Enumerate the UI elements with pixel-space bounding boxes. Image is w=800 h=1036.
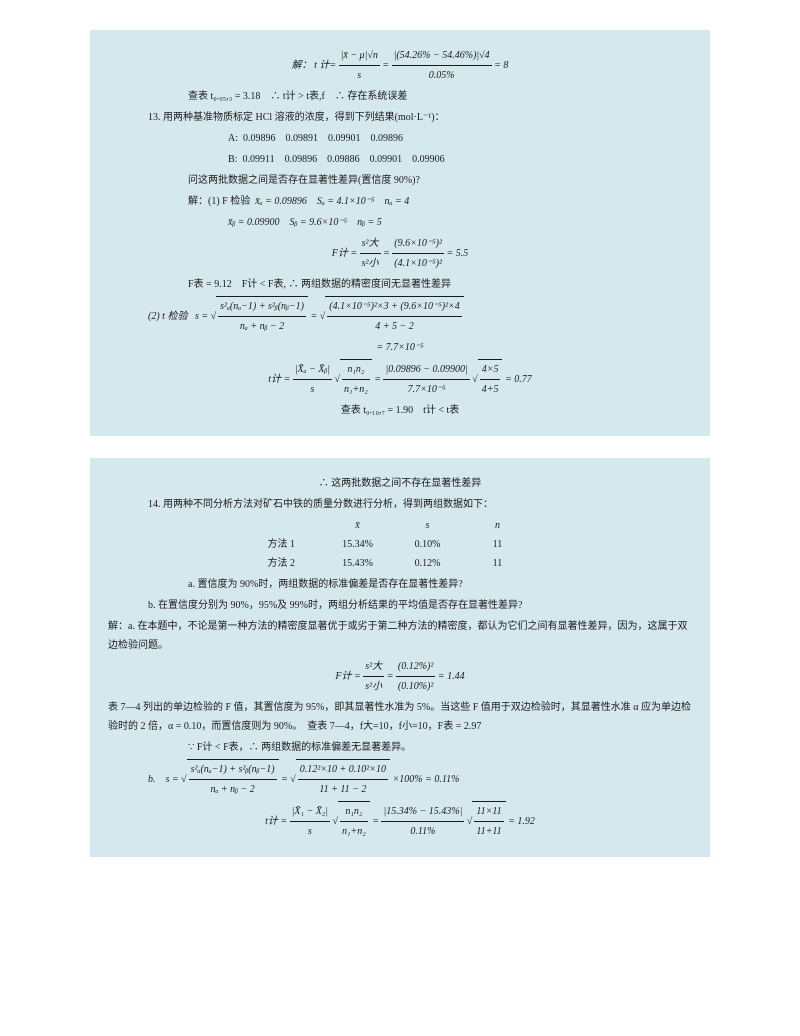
F-calc: F计 = s²大s²小 = (9.6×10⁻⁵)²(4.1×10⁻⁵)² = 5… (108, 234, 692, 273)
sol-label: 解： (292, 60, 312, 71)
Fa-conclusion: ∵ F计 < F表，∴ 两组数据的标准偏差无显著差异。 (108, 738, 692, 757)
Fa-calc: F计 = s²大s²小 = (0.12%)²(0.10%)² = 1.44 (108, 657, 692, 696)
solution-panel-1: 解： t 计= |x̄ − μ|√ns = |(54.26% − 54.46%)… (90, 30, 710, 436)
solution-panel-2: ∴ 这两批数据之间不存在显著性差异 14. 用两种不同分析方法对矿石中铁的质量分… (90, 458, 710, 857)
data-row-a: A: 0.09896 0.09891 0.09901 0.09896 (108, 129, 692, 148)
t2-lookup: 查表 t₀.₁₀,₇ = 1.90 t计 < t表 (108, 401, 692, 420)
data-row-b: B: 0.09911 0.09896 0.09886 0.09901 0.099… (108, 150, 692, 169)
lookup-line: 查表 t₀.₀₅,₃ = 3.18 ∴ t计 > t表,f ∴ 存在系统误差 (108, 87, 692, 106)
tb-calc: t计 = |X̄₁ − X̄₂|s n₁n₂n₁+n₂ = |15.34% − … (108, 801, 692, 841)
f-test-xb: x̄ᵦ = 0.09900 Sᵦ = 9.6×10⁻⁵ nᵦ = 5 (108, 213, 692, 232)
conclusion: ∴ 这两批数据之间不存在显著性差异 (108, 474, 692, 493)
sol-a: 解：a. 在本题中，不论是第一种方法的精密度显著优于或劣于第二种方法的精密度，都… (108, 617, 692, 655)
sb-calc: b. s = s²ₐ(nₐ−1) + s²ᵦ(nᵦ−1)nₐ + nᵦ − 2 … (108, 759, 692, 799)
q14a: a. 置信度为 90%时，两组数据的标准偏差是否存在显著性差异? (108, 575, 692, 594)
f-test-line: 解：(1) F 检验 x̄ₐ = 0.09896 Sₐ = 4.1×10⁻⁵ n… (108, 192, 692, 211)
t-label: t 计= (314, 60, 336, 71)
t-test-s: (2) t 检验 s = s²ₐ(nₐ−1) + s²ᵦ(nᵦ−1)nₐ + n… (108, 296, 692, 336)
explain: 表 7—4 列出的单边检验的 F 值，其置信度为 95%，即其显著性水准为 5%… (108, 698, 692, 736)
q14-text: 14. 用两种不同分析方法对矿石中铁的质量分数进行分析，得到两组数据如下： (108, 495, 692, 514)
s-result: = 7.7×10⁻⁵ (108, 338, 692, 357)
data-table: x̄ s n 方法 1 15.34% 0.10% 11 方法 2 15.43% … (108, 516, 692, 573)
q14b: b. 在置信度分别为 90%，95%及 99%时，两组分析结果的平均值是否存在显… (108, 596, 692, 615)
t2-calc: t计 = |X̄ₐ − X̄ᵦ|s n₁n₂n₁+n₂ = |0.09896 −… (108, 359, 692, 399)
q13-ask: 问这两批数据之间是否存在显著性差异(置信度 90%)? (108, 171, 692, 190)
F-table: F表 = 9.12 F计 < F表, ∴ 两组数据的精密度间无显著性差异 (108, 275, 692, 294)
t-calc-formula: 解： t 计= |x̄ − μ|√ns = |(54.26% − 54.46%)… (108, 46, 692, 85)
q13-text: 13. 用两种基准物质标定 HCl 溶液的浓度，得到下列结果(mol·L⁻¹)： (108, 108, 692, 127)
